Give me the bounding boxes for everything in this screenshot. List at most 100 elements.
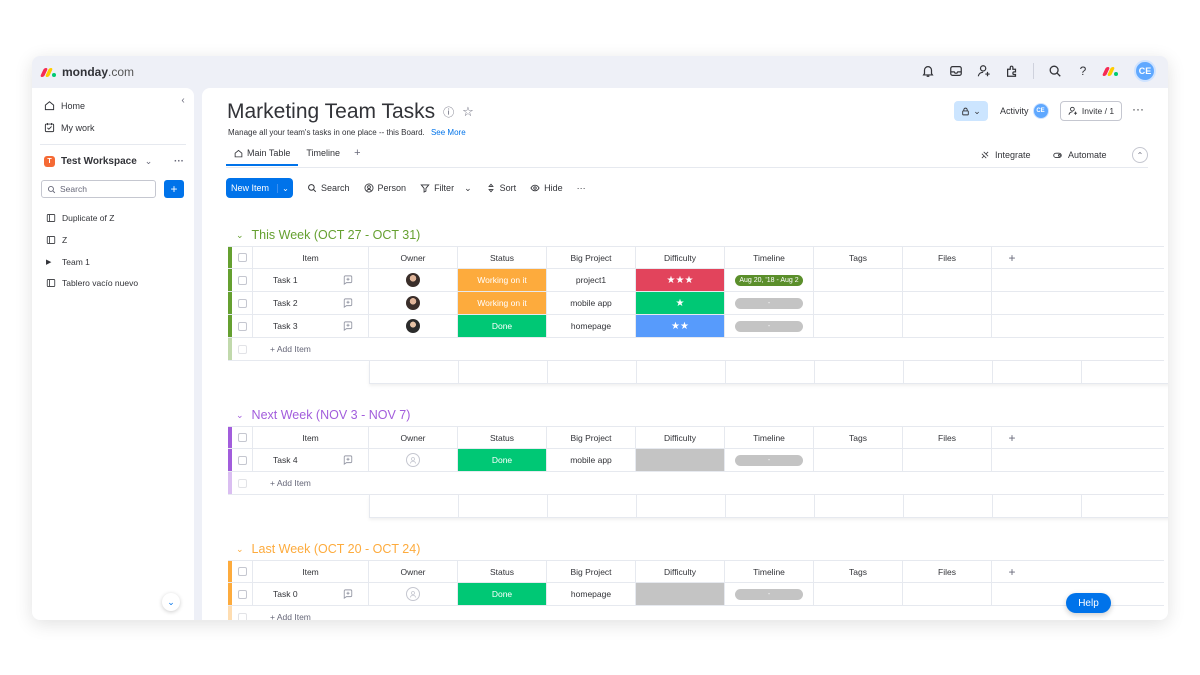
group-title[interactable]: ⌄ Next Week (NOV 3 - NOV 7) xyxy=(236,408,410,422)
select-all-checkbox[interactable] xyxy=(228,561,253,582)
sidebar-board-z[interactable]: Z xyxy=(46,235,67,245)
board-more-icon[interactable]: ··· xyxy=(1132,102,1144,116)
owner-cell[interactable] xyxy=(369,315,458,337)
owner-cell[interactable] xyxy=(369,292,458,314)
updates-button[interactable] xyxy=(327,269,369,291)
search-icon[interactable] xyxy=(1048,64,1062,78)
owner-cell[interactable] xyxy=(369,269,458,291)
activity-button[interactable]: Activity CE xyxy=(1000,103,1049,119)
column-header-timeline[interactable]: Timeline xyxy=(725,427,814,448)
files-cell[interactable] xyxy=(903,269,992,291)
apps-icon[interactable] xyxy=(1005,64,1019,78)
see-more-link[interactable]: See More xyxy=(430,128,466,137)
chevron-down-icon[interactable]: ⌄ xyxy=(277,183,293,193)
help-button[interactable]: Help xyxy=(1066,593,1111,613)
tab-timeline[interactable]: Timeline xyxy=(298,146,348,164)
select-all-checkbox[interactable] xyxy=(228,427,253,448)
chevron-down-icon[interactable]: ⌄ xyxy=(162,593,180,611)
big-project-cell[interactable]: mobile app xyxy=(547,449,636,471)
group-title[interactable]: ⌄ Last Week (OCT 20 - OCT 24) xyxy=(236,542,420,556)
help-icon[interactable]: ? xyxy=(1079,64,1087,78)
column-header-owner[interactable]: Owner xyxy=(369,561,458,582)
tags-cell[interactable] xyxy=(814,269,903,291)
column-header-difficulty[interactable]: Difficulty xyxy=(636,561,725,582)
column-header-big-project[interactable]: Big Project xyxy=(547,247,636,268)
column-header-files[interactable]: Files xyxy=(903,247,992,268)
column-header-item[interactable]: Item xyxy=(253,247,369,268)
status-cell[interactable]: Working on it xyxy=(458,269,547,291)
timeline-cell[interactable]: - xyxy=(725,292,814,314)
column-header-difficulty[interactable]: Difficulty xyxy=(636,427,725,448)
files-cell[interactable] xyxy=(903,583,992,605)
more-actions-icon[interactable]: ··· xyxy=(576,183,586,193)
search-button[interactable]: Search xyxy=(307,183,350,193)
collapse-sidebar-button[interactable]: ‹ xyxy=(175,92,191,108)
status-cell[interactable]: Done xyxy=(458,315,547,337)
sidebar-board-duplicate-of-z[interactable]: Duplicate of Z xyxy=(46,213,114,223)
add-view-button[interactable]: + xyxy=(354,147,361,159)
filter-button[interactable]: Filter ⌄ xyxy=(420,183,472,194)
column-header-owner[interactable]: Owner xyxy=(369,427,458,448)
sort-button[interactable]: Sort xyxy=(486,183,516,193)
column-header-status[interactable]: Status xyxy=(458,247,547,268)
add-column-button[interactable]: + xyxy=(1008,430,1016,445)
tags-cell[interactable] xyxy=(814,583,903,605)
difficulty-cell[interactable]: ★★★ xyxy=(636,269,725,291)
sidebar-search-input[interactable]: Search xyxy=(41,180,156,198)
tags-cell[interactable] xyxy=(814,292,903,314)
difficulty-cell[interactable] xyxy=(636,583,725,605)
big-project-cell[interactable]: mobile app xyxy=(547,292,636,314)
updates-button[interactable] xyxy=(327,583,369,605)
add-board-button[interactable]: + xyxy=(164,180,184,198)
workspace-selector[interactable]: T Test Workspace ⌄ ··· xyxy=(44,156,184,167)
column-header-tags[interactable]: Tags xyxy=(814,427,903,448)
inbox-icon[interactable] xyxy=(949,64,963,78)
files-cell[interactable] xyxy=(903,292,992,314)
chevron-down-icon[interactable]: ⌄ xyxy=(236,229,244,240)
column-header-difficulty[interactable]: Difficulty xyxy=(636,247,725,268)
column-header-files[interactable]: Files xyxy=(903,561,992,582)
board-permissions-button[interactable]: ⌄ xyxy=(954,101,988,121)
difficulty-cell[interactable] xyxy=(636,449,725,471)
timeline-cell[interactable]: - xyxy=(725,449,814,471)
item-name[interactable]: Task 2 xyxy=(273,298,298,308)
column-header-timeline[interactable]: Timeline xyxy=(725,561,814,582)
add-column-button[interactable]: + xyxy=(1008,564,1016,579)
column-header-status[interactable]: Status xyxy=(458,427,547,448)
bell-icon[interactable] xyxy=(921,64,935,78)
tab-main-table[interactable]: Main Table xyxy=(226,146,299,166)
timeline-cell[interactable]: - xyxy=(725,583,814,605)
column-header-tags[interactable]: Tags xyxy=(814,561,903,582)
row-checkbox[interactable] xyxy=(228,583,253,605)
person-filter-button[interactable]: Person xyxy=(364,183,406,193)
files-cell[interactable] xyxy=(903,315,992,337)
tags-cell[interactable] xyxy=(814,449,903,471)
add-column-button[interactable]: + xyxy=(1008,250,1016,265)
big-project-cell[interactable]: homepage xyxy=(547,315,636,337)
user-avatar[interactable]: CE xyxy=(1134,60,1156,82)
row-checkbox[interactable] xyxy=(228,315,253,337)
column-header-big-project[interactable]: Big Project xyxy=(547,427,636,448)
row-checkbox[interactable] xyxy=(228,449,253,471)
select-all-checkbox[interactable] xyxy=(228,247,253,268)
info-icon[interactable]: ⓘ xyxy=(443,107,455,119)
automate-button[interactable]: Automate xyxy=(1052,150,1107,160)
difficulty-cell[interactable]: ★ xyxy=(636,292,725,314)
tags-cell[interactable] xyxy=(814,315,903,337)
big-project-cell[interactable]: project1 xyxy=(547,269,636,291)
column-header-item[interactable]: Item xyxy=(253,561,369,582)
integrate-button[interactable]: Integrate xyxy=(980,150,1031,160)
item-name[interactable]: Task 4 xyxy=(273,455,298,465)
sidebar-item-home[interactable]: Home xyxy=(44,100,85,111)
column-header-item[interactable]: Item xyxy=(253,427,369,448)
add-item-row[interactable]: + Add Item xyxy=(228,606,1164,620)
owner-cell[interactable] xyxy=(369,583,458,605)
owner-cell[interactable] xyxy=(369,449,458,471)
brand-logo[interactable]: monday .com xyxy=(39,65,134,79)
status-cell[interactable]: Done xyxy=(458,583,547,605)
updates-button[interactable] xyxy=(327,449,369,471)
item-name[interactable]: Task 3 xyxy=(273,321,298,331)
column-header-big-project[interactable]: Big Project xyxy=(547,561,636,582)
column-header-timeline[interactable]: Timeline xyxy=(725,247,814,268)
hide-button[interactable]: Hide xyxy=(530,183,563,193)
